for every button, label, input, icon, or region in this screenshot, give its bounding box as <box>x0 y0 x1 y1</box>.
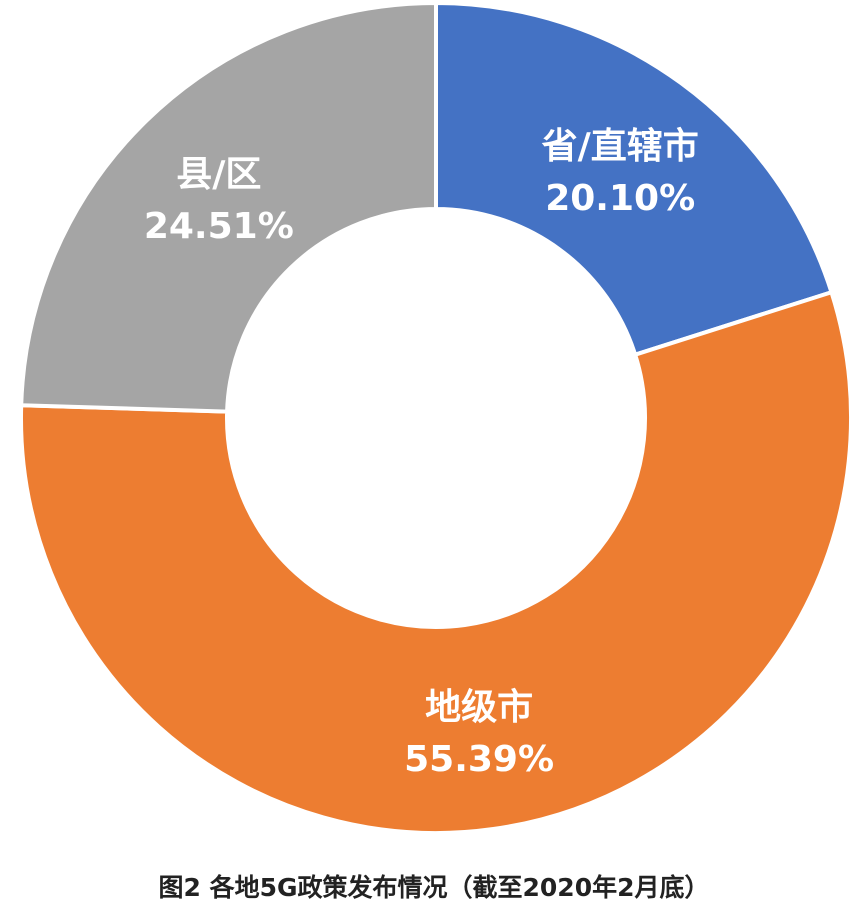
donut-chart: 省/直辖市 20.10% 地级市 55.39% 县/区 24.51% <box>19 0 853 835</box>
donut-slice-0 <box>434 0 834 358</box>
slice-value-label-0: 20.10% <box>545 178 695 219</box>
slice-value-label-1: 55.39% <box>404 739 554 780</box>
slice-category-label-1: 地级市 <box>425 687 533 728</box>
donut-slice-1 <box>19 289 853 835</box>
slice-category-label-0: 省/直辖市 <box>542 126 699 167</box>
donut-slice-2 <box>19 0 438 414</box>
chart-caption: 图2 各地5G政策发布情况（截至2020年2月底） <box>158 873 710 902</box>
slice-value-label-2: 24.51% <box>144 206 294 247</box>
slice-category-label-2: 县/区 <box>176 154 261 195</box>
